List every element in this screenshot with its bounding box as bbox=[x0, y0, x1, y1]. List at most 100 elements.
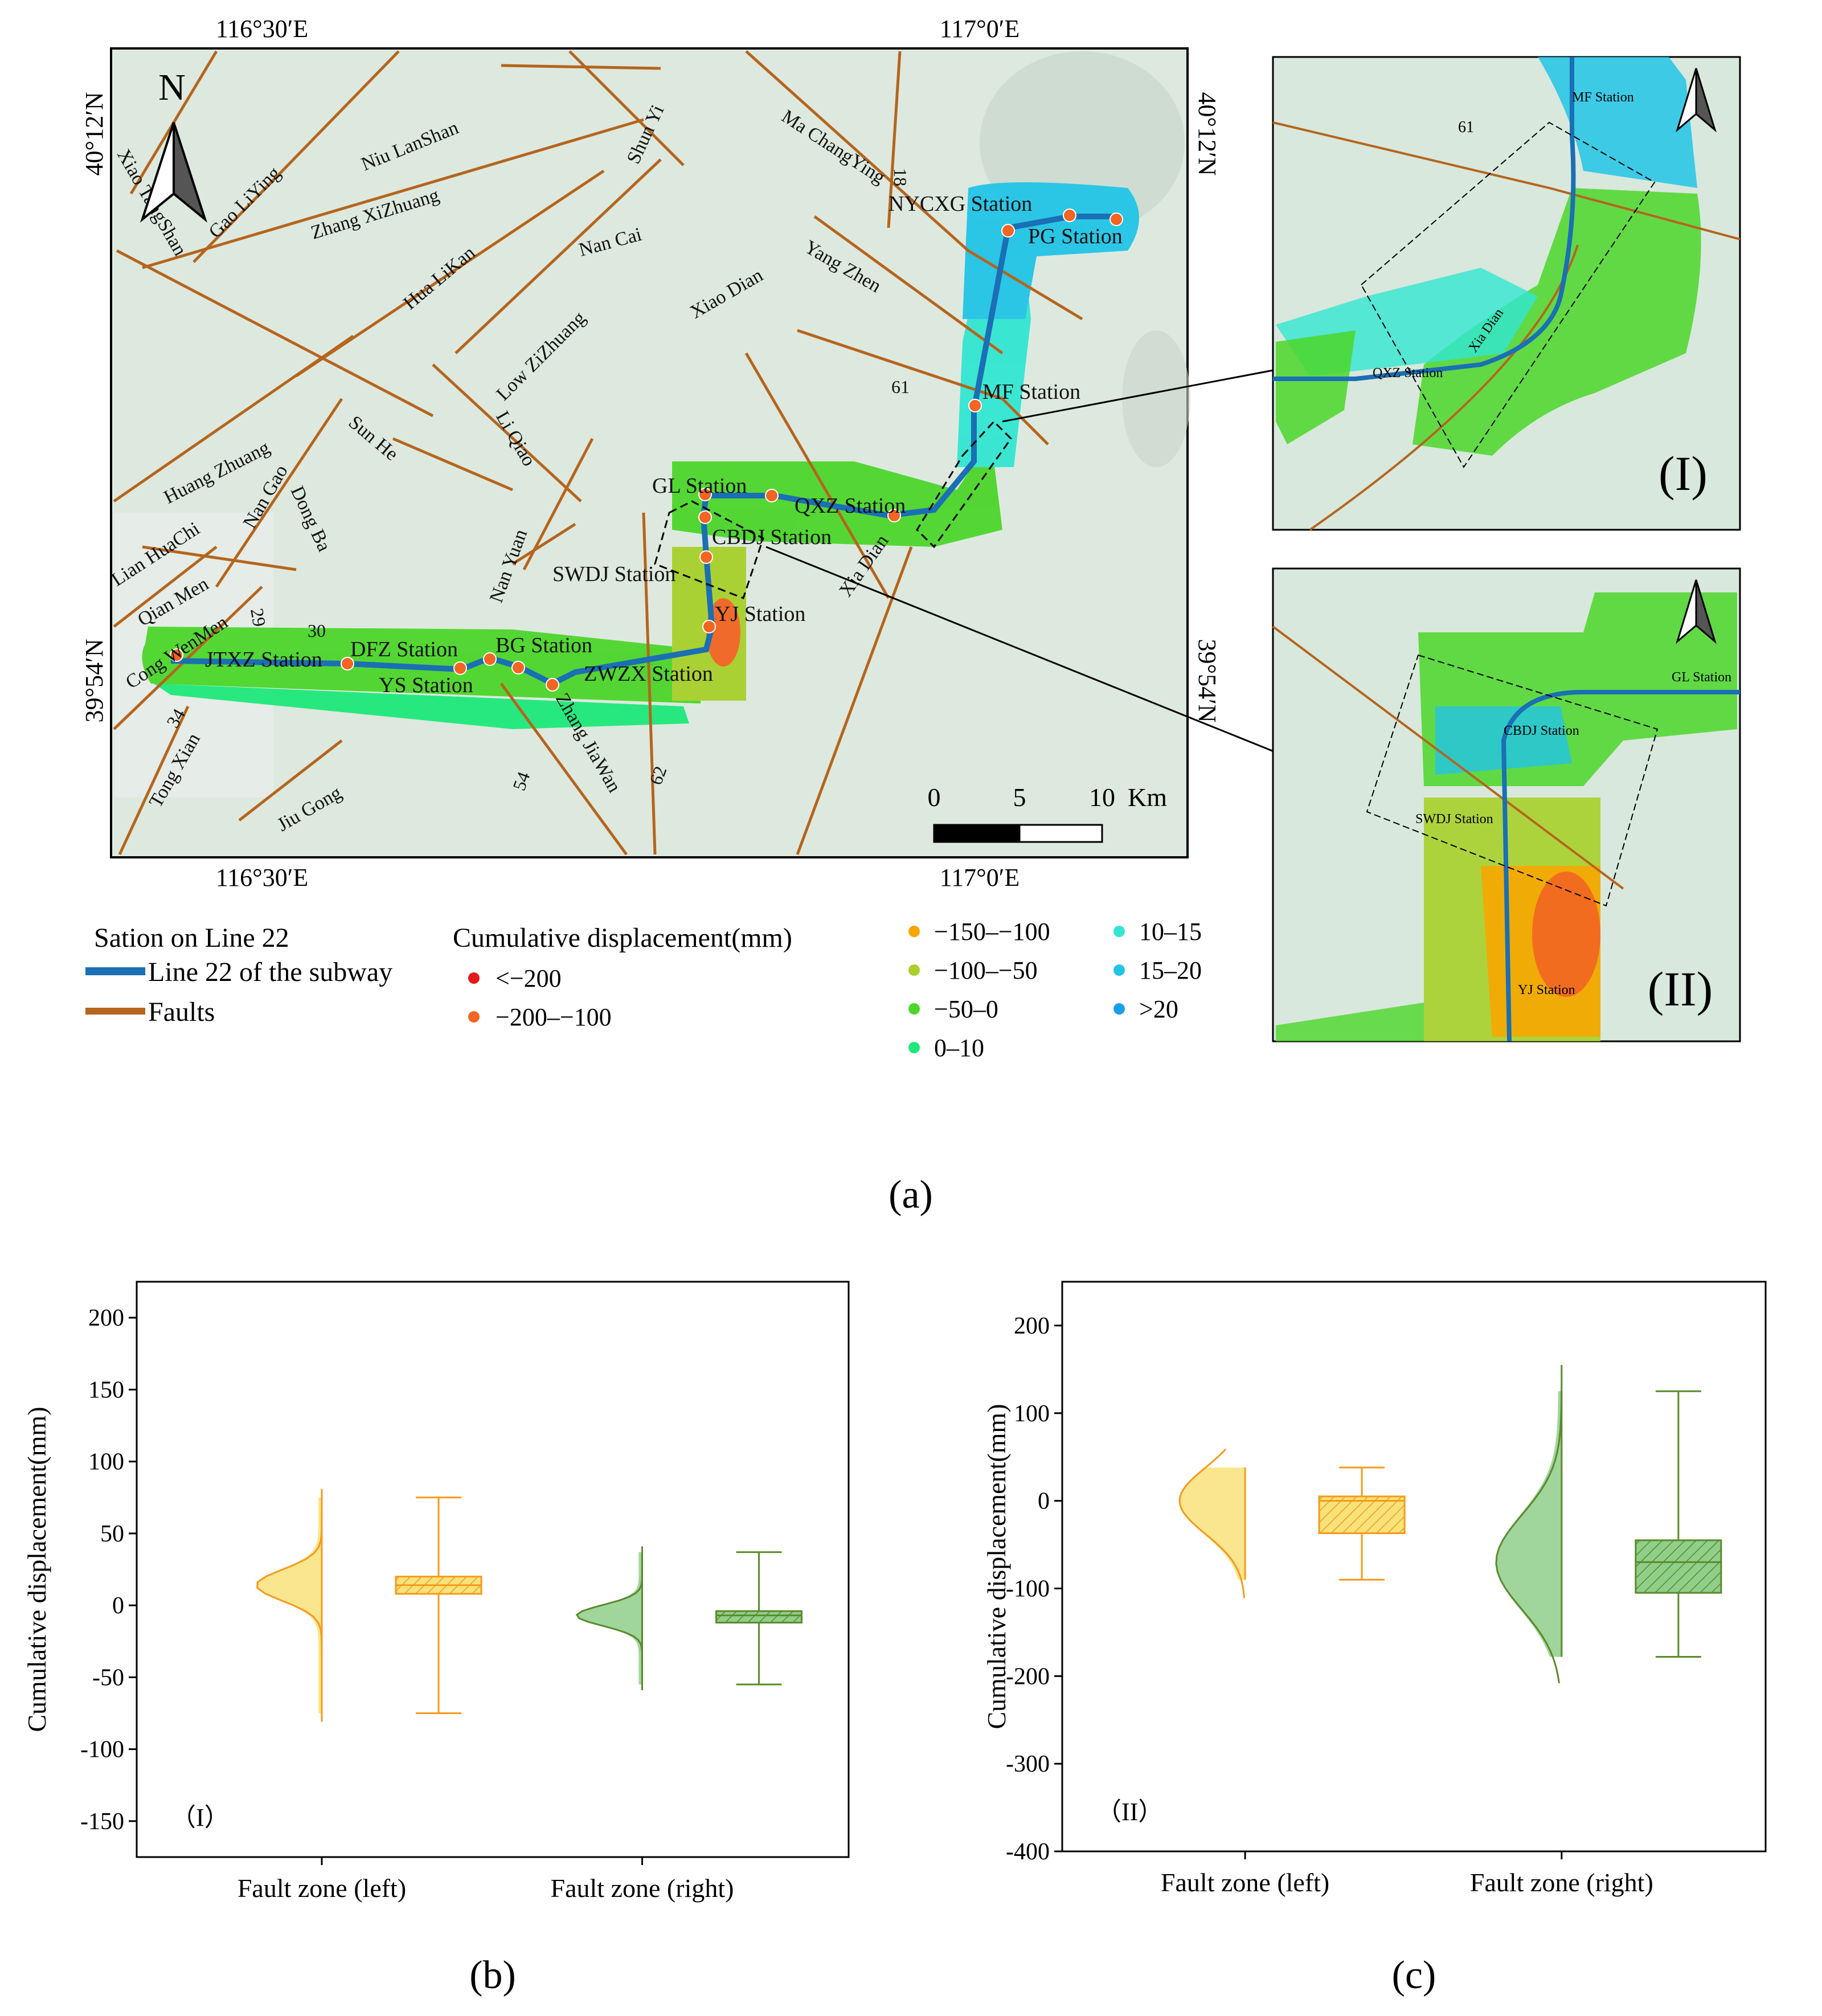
lon-label-top-left: 116°30′E bbox=[216, 15, 308, 43]
lat-label-right-top: 40°12′N bbox=[1193, 92, 1221, 176]
inset-II-label: (II) bbox=[1648, 962, 1713, 1016]
scale-tick-10: 10 bbox=[1089, 783, 1115, 812]
inset-II: GL Station CBDJ Station SWDJ Station YJ … bbox=[1272, 567, 1741, 1042]
plot-frame bbox=[1061, 1281, 1767, 1853]
scale-tick-5: 5 bbox=[1013, 783, 1026, 812]
box-iqr bbox=[1318, 1495, 1406, 1535]
inset-I-mf-station: MF Station bbox=[1572, 90, 1634, 105]
fault-lines bbox=[113, 50, 1083, 856]
distribution-cloud bbox=[1495, 1391, 1562, 1657]
y-tick-label: 100 bbox=[88, 1449, 124, 1475]
panel-label: （I） bbox=[171, 1804, 230, 1831]
inset-I-fault-61: 61 bbox=[1458, 118, 1474, 136]
y-tick-label: 200 bbox=[88, 1305, 124, 1331]
station-nycxg: NYCXG Station bbox=[889, 192, 1032, 216]
y-tick-label: -300 bbox=[1006, 1751, 1050, 1777]
north-arrow-icon bbox=[140, 122, 207, 223]
station-markers bbox=[170, 208, 1123, 692]
y-tick-label: 50 bbox=[100, 1521, 124, 1547]
lat-label-left-top: 40°12′N bbox=[80, 92, 108, 176]
panel-label: （II） bbox=[1096, 1798, 1163, 1826]
lon-label-top-right: 117°0′E bbox=[940, 15, 1019, 43]
y-tick-label: -100 bbox=[1006, 1576, 1050, 1602]
main-map: 116°30′E 117°0′E 116°30′E 117°0′E 40°12′… bbox=[80, 15, 1741, 1217]
lat-label-left-bottom: 39°54′N bbox=[80, 639, 108, 723]
panel-caption: (c) bbox=[1392, 1953, 1436, 1997]
lat-label-right-bottom: 39°54′N bbox=[1193, 639, 1221, 723]
box-iqr bbox=[1635, 1539, 1722, 1594]
legend-class-3: −100–−50 bbox=[934, 956, 1038, 984]
x-tick-label: Fault zone (right) bbox=[1470, 1868, 1653, 1897]
y-tick-label: 150 bbox=[88, 1377, 124, 1403]
fault-number-30: 30 bbox=[308, 620, 326, 641]
distribution-cloud bbox=[256, 1497, 322, 1714]
inset-I: MF Station QXZ Station Xia Dian 61 (I) bbox=[1272, 56, 1741, 531]
inset-II-cbdj-station: CBDJ Station bbox=[1504, 723, 1579, 738]
distribution-cloud bbox=[1179, 1467, 1246, 1580]
lon-label-bottom-left: 116°30′E bbox=[216, 864, 308, 892]
inset-II-yj-station: YJ Station bbox=[1518, 983, 1575, 997]
inset-II-swdj-station: SWDJ Station bbox=[1415, 812, 1493, 827]
chart-c: -400 -300 -200 -100 0 100 200 Cumulative displa… bbox=[982, 1281, 1767, 1997]
station-ys: YS Station bbox=[379, 673, 473, 697]
y-tick-label: 0 bbox=[1038, 1489, 1050, 1515]
station-zwzx: ZWZX Station bbox=[584, 662, 713, 686]
fault-number-18: 18 bbox=[890, 168, 911, 186]
y-tick-label: -200 bbox=[1006, 1663, 1050, 1690]
station-cbdj: CBDJ Station bbox=[712, 525, 832, 549]
fault-number-61: 61 bbox=[891, 377, 910, 397]
station-mf: MF Station bbox=[982, 380, 1080, 404]
y-tick-label: -400 bbox=[1006, 1839, 1050, 1865]
station-qxz: QXZ Station bbox=[795, 494, 906, 518]
station-pg: PG Station bbox=[1028, 224, 1123, 248]
y-axis-title: Cumulative displacement(mm) bbox=[22, 1406, 51, 1732]
scale-unit: Km bbox=[1128, 783, 1167, 812]
distribution-curve bbox=[1178, 1448, 1246, 1598]
box-iqr bbox=[715, 1610, 803, 1624]
plot-frame bbox=[136, 1281, 850, 1858]
y-tick-label: 100 bbox=[1014, 1401, 1050, 1427]
legend-station-title: Sation on Line 22 bbox=[94, 923, 289, 953]
y-tick-label: -100 bbox=[80, 1737, 124, 1763]
chart-b: -150 -100 -50 0 50 100 150 200 Cumulative displa… bbox=[22, 1281, 850, 1997]
legend-class-8: >20 bbox=[1139, 995, 1178, 1023]
legend-class-4: −50–0 bbox=[934, 995, 998, 1023]
inset-I-qxz-station: QXZ Station bbox=[1373, 366, 1443, 381]
scale-bar: 0 5 10 Km bbox=[928, 783, 1167, 843]
inset-I-label: (I) bbox=[1659, 446, 1708, 501]
scale-tick-0: 0 bbox=[928, 783, 941, 812]
legend-line-label: Line 22 of the subway bbox=[148, 957, 392, 987]
north-label: N bbox=[158, 67, 186, 108]
legend-disp-title: Cumulative displacement(mm) bbox=[453, 923, 792, 953]
y-axis-title: Cumulative displacement(mm) bbox=[982, 1404, 1011, 1729]
fault-number-29: 29 bbox=[247, 607, 270, 628]
station-swdj: SWDJ Station bbox=[552, 562, 675, 586]
station-yj: YJ Station bbox=[715, 602, 805, 626]
swath-east bbox=[672, 439, 1002, 547]
legend-class-1: −200–−100 bbox=[496, 1003, 612, 1031]
x-tick-label: Fault zone (left) bbox=[1161, 1868, 1329, 1897]
x-tick-label: Fault zone (left) bbox=[238, 1874, 406, 1903]
legend-class-2: −150–−100 bbox=[934, 918, 1050, 946]
inset-II-north-arrow-icon bbox=[1676, 579, 1717, 644]
y-tick-label: 0 bbox=[112, 1593, 124, 1619]
legend-class-7: 15–20 bbox=[1139, 956, 1202, 984]
study-box-I bbox=[916, 420, 1012, 549]
inset-II-gl-station: GL Station bbox=[1672, 670, 1731, 685]
station-labels: NYCXG Station PG Station MF Station GL S… bbox=[205, 192, 1123, 697]
legend-fault-label: Faults bbox=[148, 997, 215, 1027]
panel-caption: (b) bbox=[469, 1953, 516, 1997]
swath-south-edge bbox=[154, 684, 689, 729]
station-jtxz: JTXZ Station bbox=[205, 648, 322, 672]
station-dfz: DFZ Station bbox=[350, 637, 458, 661]
connector-II bbox=[765, 546, 1367, 790]
y-tick-label: 200 bbox=[1014, 1313, 1050, 1339]
lon-label-bottom-right: 117°0′E bbox=[940, 864, 1019, 892]
hills-shade-2 bbox=[1122, 330, 1190, 467]
legend-class-0: <−200 bbox=[496, 964, 562, 992]
swath-yj-hot bbox=[706, 598, 740, 666]
y-tick-label: -50 bbox=[92, 1665, 124, 1691]
caption-a: (a) bbox=[889, 1173, 933, 1217]
station-gl: GL Station bbox=[652, 474, 747, 498]
legend-class-6: 10–15 bbox=[1139, 918, 1202, 946]
